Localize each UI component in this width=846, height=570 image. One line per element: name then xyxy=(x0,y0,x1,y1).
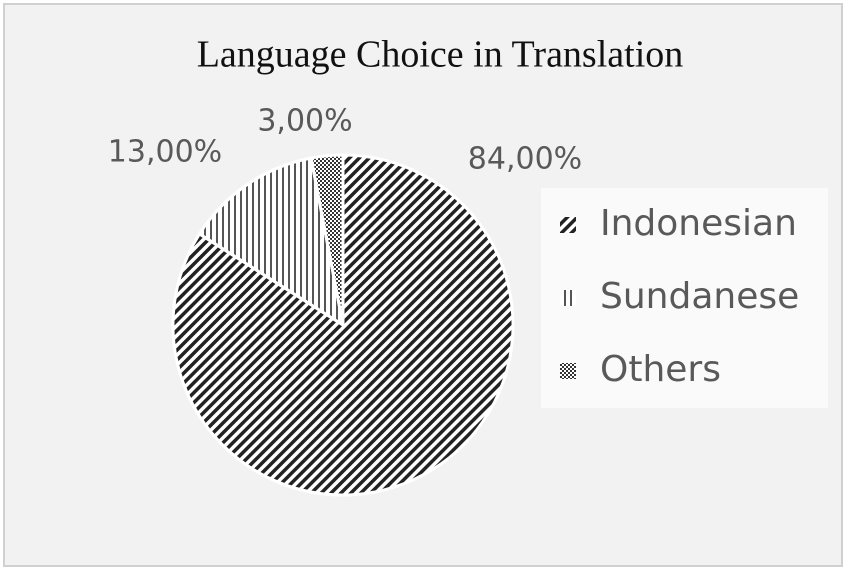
data-label: 84,00% xyxy=(468,142,582,177)
pie-slice xyxy=(309,153,345,326)
legend-label: Sundanese xyxy=(600,276,799,317)
legend-swatch xyxy=(560,217,576,233)
legend-label: Others xyxy=(600,349,721,390)
pie-slice xyxy=(197,156,346,329)
chart-title: Language Choice in Translation xyxy=(197,34,684,76)
pie-slice xyxy=(171,153,515,497)
data-label: 3,00% xyxy=(257,104,352,139)
legend-swatch xyxy=(560,290,576,306)
data-label: 13,00% xyxy=(108,135,222,170)
legend-box xyxy=(541,188,828,408)
legend-label: Indonesian xyxy=(600,203,797,244)
legend-swatch xyxy=(560,363,576,379)
